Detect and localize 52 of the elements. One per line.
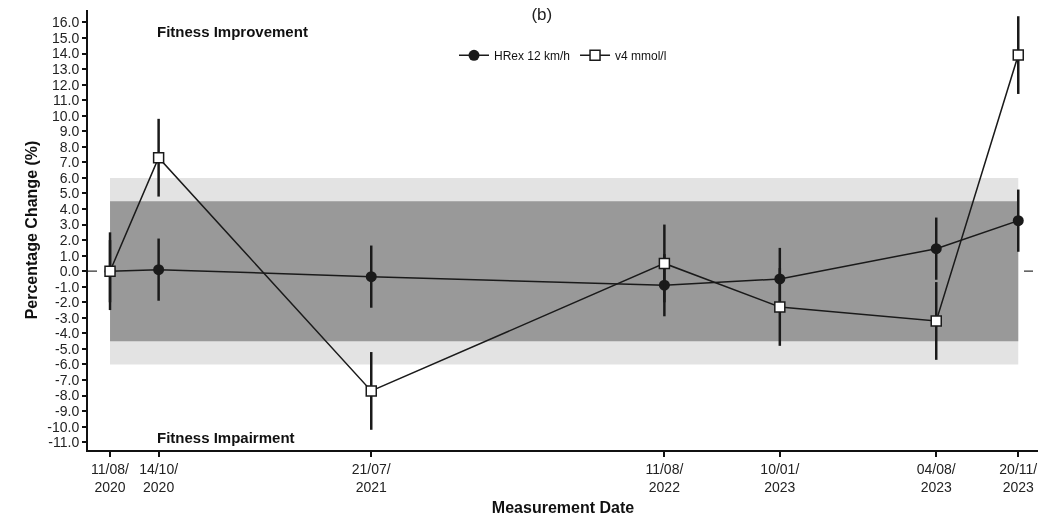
y-tick-label: 2.0 — [59, 232, 80, 249]
legend-label: v4 mmol/l — [615, 48, 667, 63]
point — [365, 271, 377, 283]
x-axis-title: Measurement Date — [491, 499, 635, 517]
y-tick-label: 3.0 — [59, 216, 80, 233]
point — [1012, 49, 1025, 61]
x-tick-label: 10/01/ 2023 — [760, 460, 800, 495]
point — [930, 243, 942, 255]
y-tick-label: 5.0 — [59, 185, 80, 202]
point — [365, 385, 377, 397]
y-tick-label: 1.0 — [59, 247, 80, 264]
y-tick-label: -10.0 — [47, 418, 80, 435]
y-tick-label: 16.0 — [51, 14, 80, 31]
y-tick-label: 7.0 — [59, 154, 80, 171]
annotation: Fitness Impairment — [157, 429, 295, 446]
y-tick-label: -8.0 — [55, 387, 80, 404]
x-tick-label: 21/07/ 2021 — [351, 460, 391, 495]
y-tick-label: 9.0 — [59, 123, 80, 140]
point — [152, 151, 165, 164]
y-tick-label: 14.0 — [51, 45, 80, 62]
y-tick-label: -3.0 — [55, 309, 80, 326]
y-tick-label: -4.0 — [55, 325, 80, 342]
chart-title: (b) — [531, 4, 553, 24]
y-tick-label: -2.0 — [55, 294, 80, 311]
y-tick-label: 8.0 — [59, 138, 80, 155]
y-tick-label: 11.0 — [52, 92, 80, 109]
x-tick-label: 20/11/ 2023 — [999, 460, 1038, 495]
point — [153, 264, 165, 276]
y-axis-title: Percentage Change (%) — [22, 140, 40, 320]
point — [774, 301, 786, 313]
y-tick-label: 6.0 — [59, 169, 80, 186]
y-tick-label: -6.0 — [55, 356, 80, 373]
x-tick-label: 11/08/ 2022 — [645, 460, 684, 495]
annotation: Fitness Improvement — [157, 23, 308, 40]
y-tick-label: 12.0 — [51, 76, 80, 93]
y-tick-label: 10.0 — [51, 107, 80, 124]
y-tick-label: 0.0 — [59, 263, 80, 280]
y-tick-label: 4.0 — [59, 200, 80, 217]
y-tick-label: -7.0 — [55, 371, 80, 388]
x-tick-label: 11/08/ 2020 — [91, 460, 130, 495]
point — [1012, 215, 1024, 227]
x-tick-label: 04/08/ 2023 — [916, 460, 956, 495]
y-tick-label: -9.0 — [55, 403, 80, 420]
legend-label: HRex 12 km/h — [494, 48, 571, 63]
y-tick-label: -11.0 — [48, 434, 80, 451]
y-tick-label: -5.0 — [55, 340, 80, 357]
point — [658, 257, 671, 270]
y-tick-label: 15.0 — [51, 29, 80, 46]
y-tick-label: -1.0 — [55, 278, 80, 295]
x-tick-label: 14/10/ 2020 — [139, 460, 179, 495]
y-tick-label: 13.0 — [51, 60, 80, 77]
point — [930, 315, 942, 327]
